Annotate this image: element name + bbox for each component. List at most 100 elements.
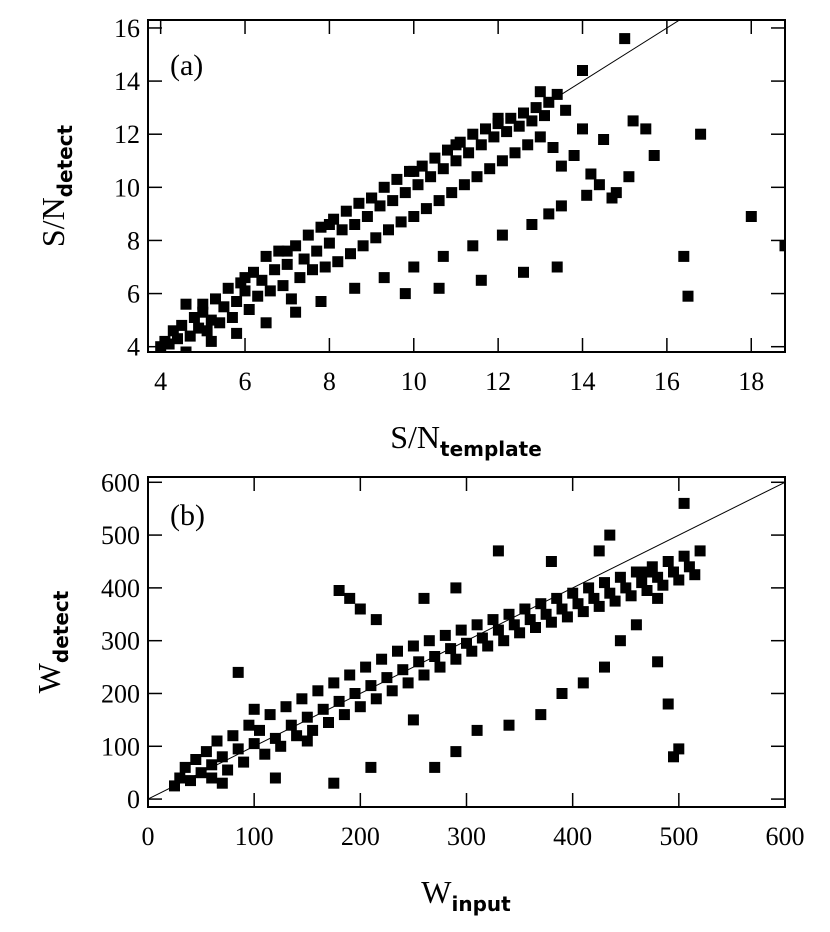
panel-b-label: (b) bbox=[170, 499, 205, 532]
panel-a-point bbox=[534, 86, 546, 98]
panel-a-y-tick-label: 6 bbox=[127, 280, 140, 309]
panel-a-point bbox=[437, 250, 449, 262]
panel-b-point bbox=[269, 732, 281, 744]
panel-a-point bbox=[302, 229, 314, 241]
panel-a-point bbox=[442, 144, 453, 156]
panel-b-point bbox=[577, 677, 589, 689]
panel-a-point bbox=[640, 123, 652, 135]
panel-b-x-tick-label: 100 bbox=[235, 822, 274, 851]
panel-b-point bbox=[381, 672, 393, 684]
panel-a-frame bbox=[147, 19, 786, 353]
panel-b-point bbox=[450, 582, 462, 594]
panel-b-point bbox=[583, 582, 595, 594]
panel-a-point bbox=[378, 272, 390, 284]
panel-b-point bbox=[641, 566, 653, 578]
panel-a-point bbox=[366, 192, 378, 204]
panel-a-point bbox=[218, 301, 230, 313]
panel-a-point bbox=[323, 237, 335, 249]
panel-a-point bbox=[349, 282, 361, 294]
panel-b-point bbox=[668, 751, 679, 763]
panel-a-point bbox=[560, 104, 572, 116]
panel-b-point bbox=[482, 640, 494, 652]
panel-b-point bbox=[333, 585, 345, 596]
panel-a-point bbox=[252, 290, 264, 302]
panel-a-point bbox=[610, 187, 622, 199]
panel-a-point bbox=[547, 142, 559, 153]
panel-b-point bbox=[301, 735, 313, 747]
panel-a-point bbox=[501, 126, 513, 138]
panel-a-point bbox=[408, 211, 420, 222]
panel-b-point bbox=[466, 645, 478, 657]
panel-a-y-tick-label: 16 bbox=[114, 14, 140, 43]
panel-a-point bbox=[281, 245, 293, 257]
panel-a-point bbox=[425, 171, 437, 183]
panel-b-point bbox=[545, 616, 557, 628]
panel-a-point bbox=[526, 219, 538, 230]
panel-b-y-tick-label: 0 bbox=[127, 785, 140, 814]
panel-b-point bbox=[376, 653, 388, 665]
panel-a-point bbox=[231, 296, 243, 307]
panel-a-point bbox=[243, 304, 255, 315]
panel-a-point bbox=[627, 115, 639, 127]
panel-b-point bbox=[222, 764, 234, 776]
panel-b-point bbox=[673, 574, 685, 586]
panel-a-point bbox=[416, 160, 428, 172]
panel-a-x-tick-label: 18 bbox=[738, 367, 764, 396]
panel-a-point bbox=[315, 221, 327, 233]
panel-a-point bbox=[518, 107, 529, 119]
panel-a-x-tick-label: 16 bbox=[654, 367, 680, 396]
panel-b-point bbox=[609, 595, 621, 607]
panel-a-points bbox=[155, 20, 785, 352]
panel-a-point bbox=[526, 115, 538, 127]
panel-a-x-tick-label: 4 bbox=[154, 367, 167, 396]
panel-b-point bbox=[614, 571, 626, 583]
panel-b-point bbox=[227, 730, 239, 742]
panel-b-y-tick-label: 600 bbox=[101, 468, 140, 497]
panel-a-point bbox=[201, 325, 213, 337]
panel-a-point bbox=[357, 240, 369, 252]
panel-a-point bbox=[205, 335, 217, 347]
panel-a-point bbox=[623, 171, 635, 183]
panel-a-point bbox=[534, 131, 546, 143]
panel-a-point bbox=[214, 317, 226, 329]
panel-b-point bbox=[349, 688, 361, 699]
panel-a-point bbox=[311, 245, 323, 257]
panel-b-point bbox=[407, 714, 419, 726]
panel-b-point bbox=[285, 719, 297, 731]
panel-a-point bbox=[361, 211, 373, 222]
panel-b-point bbox=[561, 611, 573, 623]
panel-a-y-tick-label: 12 bbox=[114, 120, 140, 149]
panel-b-point bbox=[678, 497, 690, 509]
panel-b-point bbox=[174, 772, 186, 784]
panel-b-point bbox=[694, 545, 706, 557]
panel-a-point bbox=[429, 152, 441, 164]
panel-b-point bbox=[689, 569, 701, 581]
panel-b-point bbox=[662, 556, 674, 567]
panel-a-point bbox=[682, 290, 694, 302]
panel-a-point bbox=[555, 160, 567, 172]
panel-b-point bbox=[354, 701, 366, 713]
panel-b-point bbox=[423, 635, 435, 647]
panel-b-y-axis-label: Wdetect bbox=[31, 590, 73, 693]
panel-a-point bbox=[492, 112, 504, 124]
panel-a-point bbox=[779, 240, 785, 252]
panel-b-point bbox=[259, 748, 271, 760]
panel-b-x-tick-label: 0 bbox=[142, 822, 155, 851]
panel-a-point bbox=[484, 163, 496, 175]
panel-b-point bbox=[216, 751, 228, 763]
panel-b-point bbox=[317, 703, 329, 715]
panel-a-point bbox=[277, 280, 289, 292]
panel-b-point bbox=[280, 701, 292, 713]
panel-b-point bbox=[503, 608, 515, 620]
panel-b-point bbox=[604, 529, 616, 541]
panel-b-point bbox=[434, 661, 446, 673]
panel-a-point bbox=[539, 110, 550, 122]
panel-b-point bbox=[344, 592, 356, 604]
panel-b-point bbox=[498, 635, 510, 647]
panel-a-point bbox=[298, 253, 310, 265]
panel-a-point bbox=[184, 330, 196, 342]
panel-b-point bbox=[530, 622, 541, 633]
panel-b-point bbox=[312, 685, 324, 697]
panel-b-point bbox=[328, 677, 340, 689]
